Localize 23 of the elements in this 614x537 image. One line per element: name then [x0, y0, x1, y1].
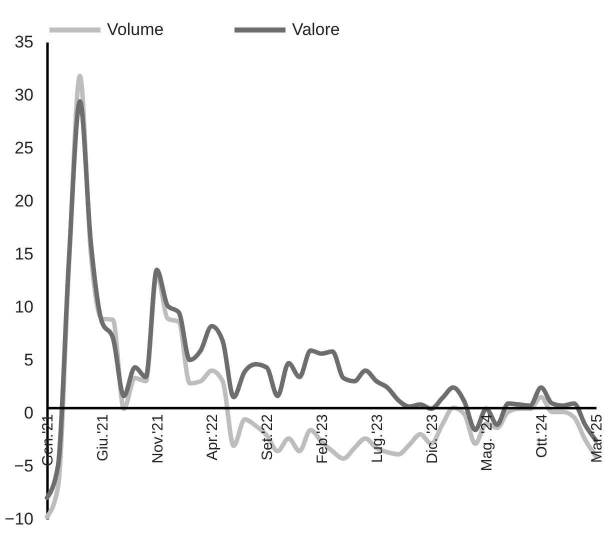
x-tick-label: Giu.'21 — [94, 414, 112, 462]
y-tick-label: 30 — [14, 86, 34, 104]
x-tick-label: Nov.'21 — [149, 414, 166, 464]
legend-label: Valore — [292, 20, 340, 39]
y-tick-label: 35 — [14, 32, 34, 52]
y-tick-label: −5 — [14, 456, 34, 476]
x-tick-label: Dic. '23 — [424, 414, 441, 464]
x-tick-label: Ott.'24 — [534, 414, 551, 458]
y-tick-label: 10 — [14, 298, 34, 316]
x-tick-label: Apr.'22 — [204, 414, 222, 460]
y-tick-label: 5 — [24, 350, 34, 370]
x-tick-label: Feb.'23 — [314, 414, 331, 464]
y-tick-label: 0 — [24, 404, 34, 422]
y-tick-label: 25 — [14, 138, 34, 158]
y-tick-label: −10 — [4, 510, 34, 528]
x-tick-label: Set.'22 — [259, 414, 276, 460]
x-tick-label: Gen.'21 — [40, 414, 56, 466]
x-tick-label: Mag. '24 — [478, 414, 496, 472]
y-tick-label: 15 — [14, 244, 34, 264]
x-tick-label: Lug.'23 — [368, 414, 386, 463]
y-tick-label: 20 — [14, 192, 34, 210]
legend-label: Volume — [107, 20, 164, 39]
x-tick-label: Mar.'25 — [588, 414, 606, 463]
